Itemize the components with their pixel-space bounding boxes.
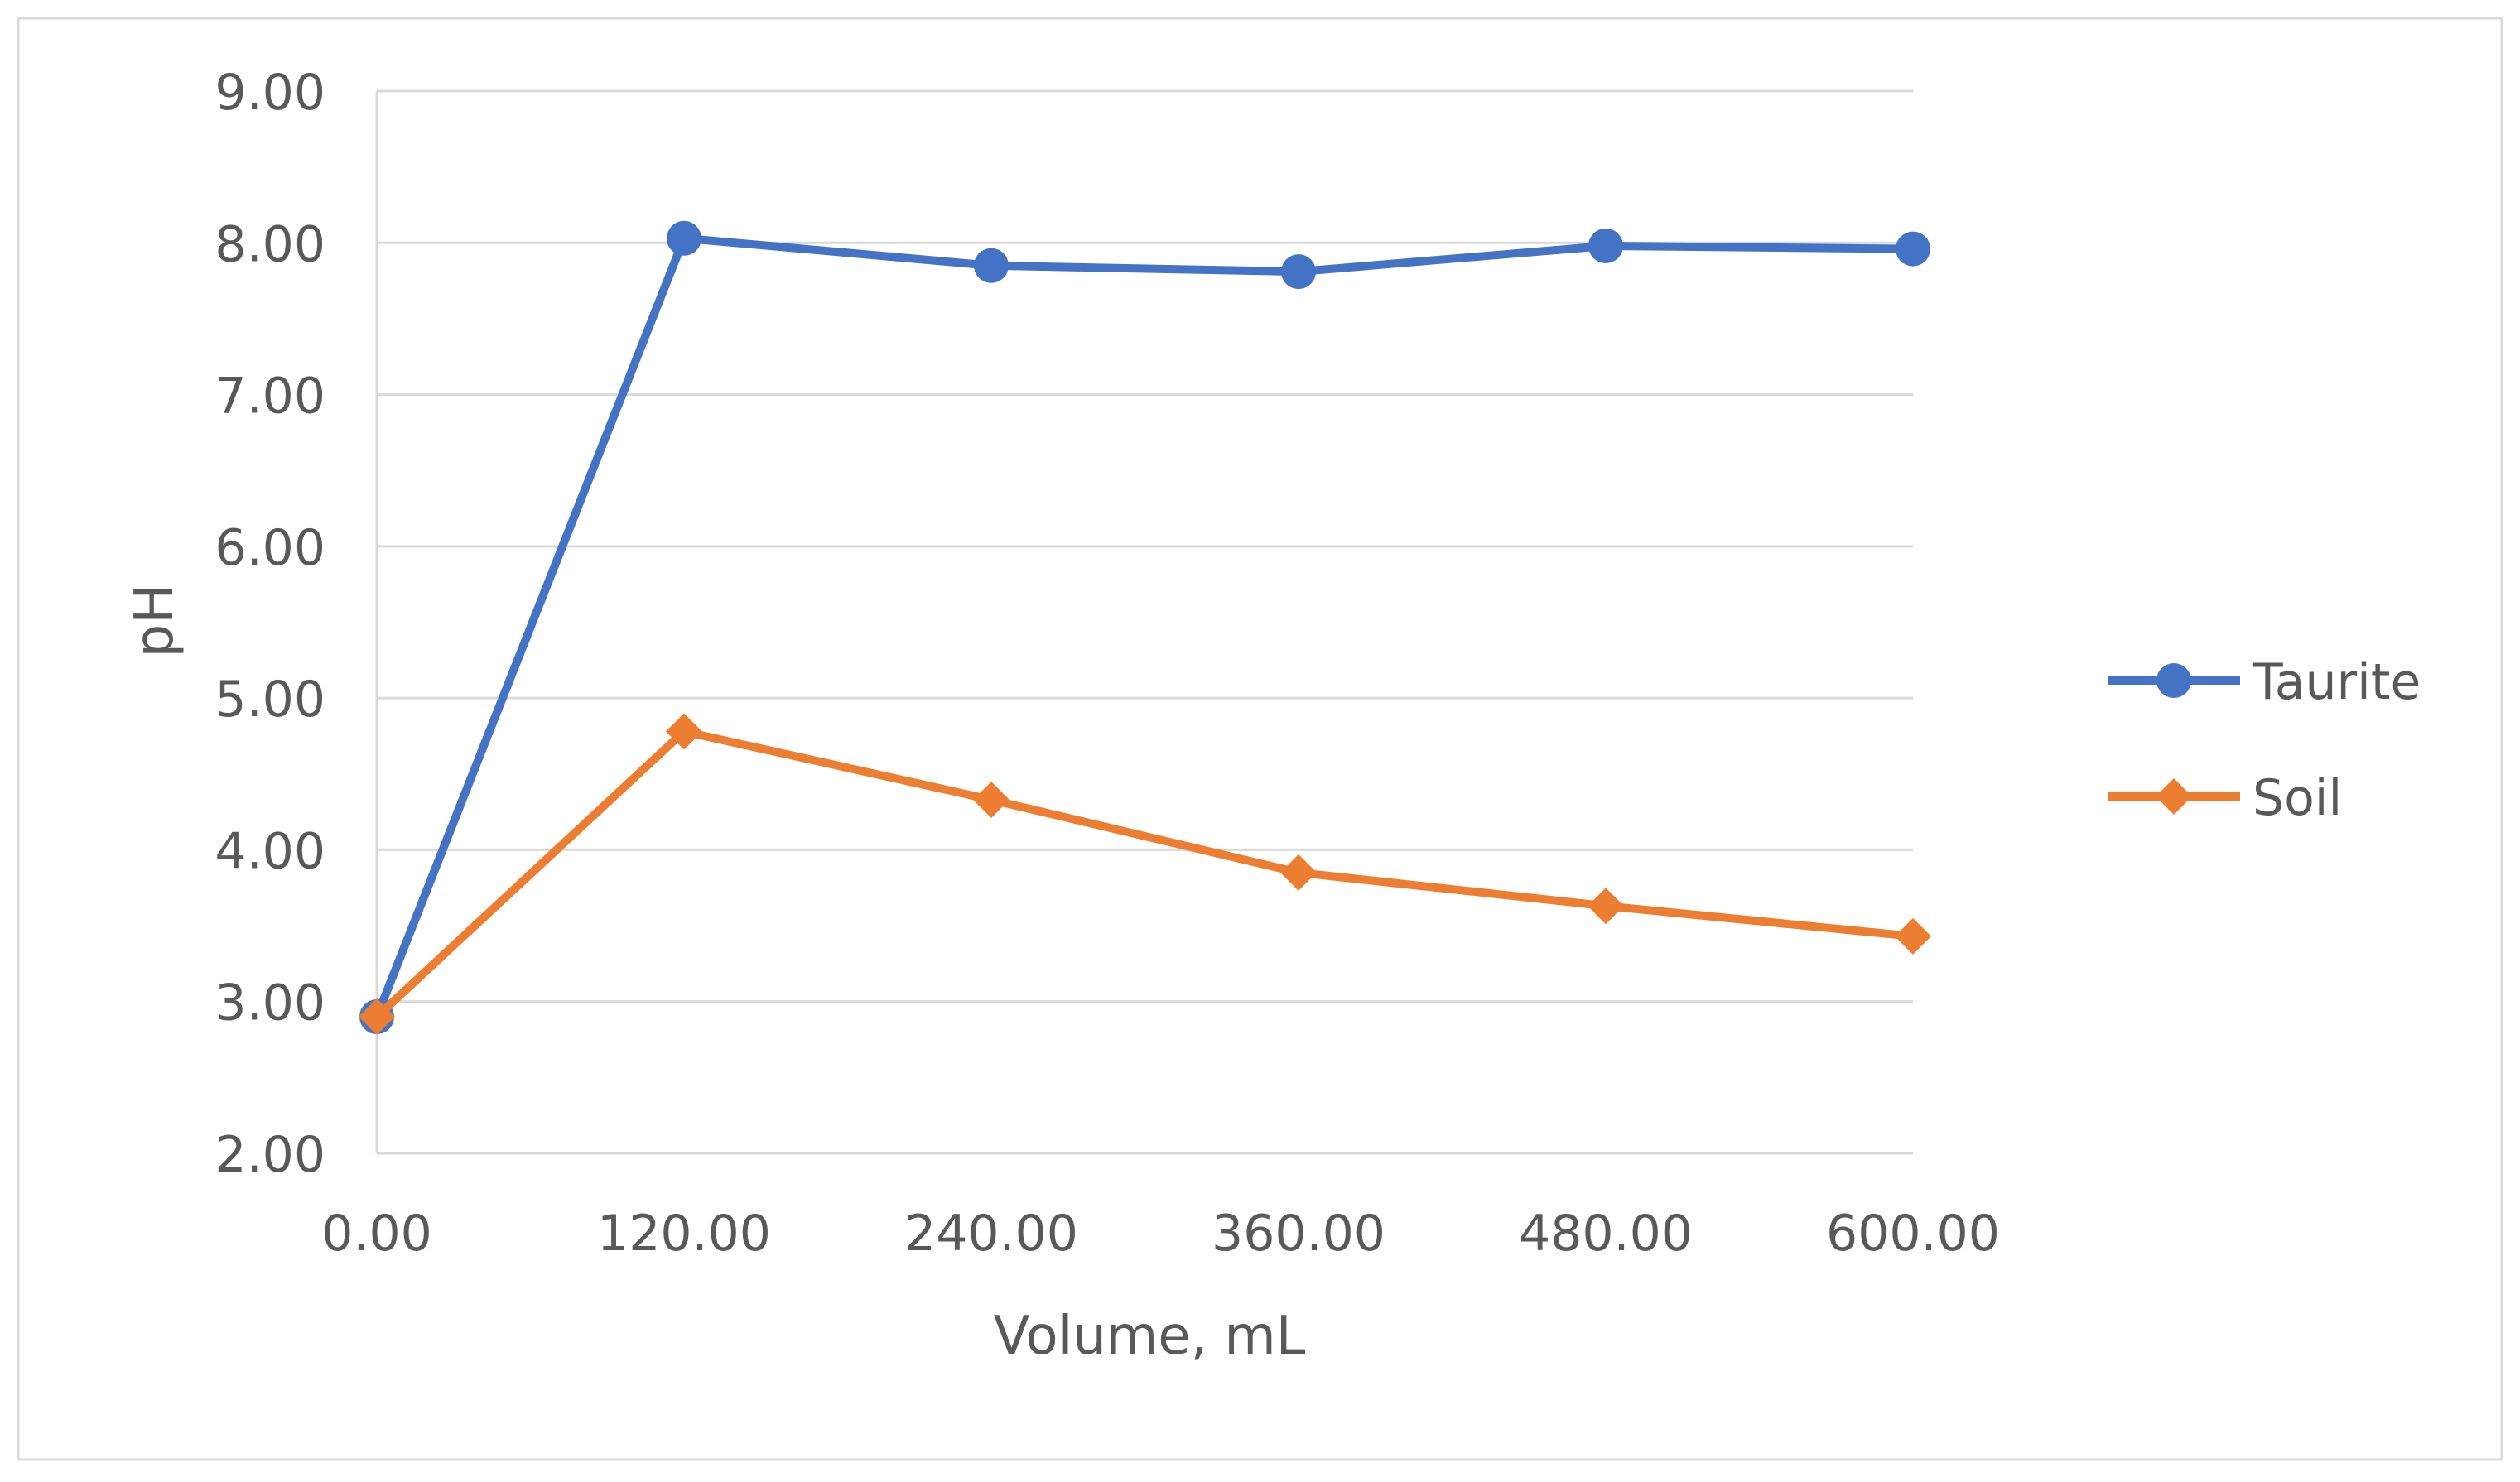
- x-tick-label: 120.00: [597, 1205, 771, 1263]
- data-point-taurite: [1588, 228, 1623, 263]
- x-tick-label: 480.00: [1519, 1205, 1693, 1263]
- x-tick-label: 600.00: [1826, 1205, 2000, 1263]
- axes: [375, 91, 1913, 1155]
- legend-marker: [2156, 663, 2191, 698]
- y-tick-label: 5.00: [214, 671, 325, 729]
- tick-labels: 2.00 3.00 4.00 5.00 6.00 7.00 8.00 9.00 0.00 120.…: [214, 64, 2000, 1263]
- y-tick-label: 8.00: [214, 215, 325, 273]
- y-tick-label: 3.00: [214, 974, 325, 1032]
- x-tick-label: 360.00: [1212, 1205, 1385, 1263]
- data-point-taurite: [974, 248, 1009, 283]
- series-lines: [359, 220, 1931, 1036]
- y-tick-label: 7.00: [214, 368, 325, 426]
- data-point-taurite: [667, 220, 701, 256]
- data-point-soil: [1588, 888, 1624, 925]
- chart-border: [17, 17, 2503, 1461]
- x-axis-title: Volume, mL: [994, 1306, 1306, 1367]
- x-tick-label: 0.00: [321, 1205, 432, 1263]
- legend-item-taurite: Taurite: [2108, 653, 2421, 711]
- legend-marker: [2156, 778, 2192, 815]
- data-point-soil: [359, 998, 395, 1036]
- data-point-soil: [973, 781, 1009, 818]
- legend-item-soil: Soil: [2108, 769, 2342, 827]
- y-tick-label: 4.00: [214, 822, 325, 880]
- series-line-taurite: [373, 233, 1917, 1022]
- data-point-taurite: [1281, 254, 1316, 290]
- series-taurite: [359, 220, 1930, 1035]
- legend-label: Taurite: [2252, 653, 2421, 711]
- data-point-soil: [1280, 854, 1317, 891]
- data-point-soil: [1895, 917, 1931, 955]
- data-point-soil: [666, 713, 702, 750]
- y-axis-title: pH: [124, 585, 186, 658]
- x-tick-label: 240.00: [904, 1205, 1078, 1263]
- legend-label: Soil: [2253, 769, 2342, 827]
- y-tick-label: 2.00: [214, 1126, 325, 1184]
- data-point-taurite: [1896, 231, 1930, 267]
- legend: Taurite Soil: [2108, 653, 2421, 827]
- y-tick-label: 6.00: [214, 519, 325, 577]
- series-soil: [359, 713, 1931, 1036]
- y-tick-label: 9.00: [214, 64, 325, 122]
- series-line-soil: [373, 727, 1917, 1022]
